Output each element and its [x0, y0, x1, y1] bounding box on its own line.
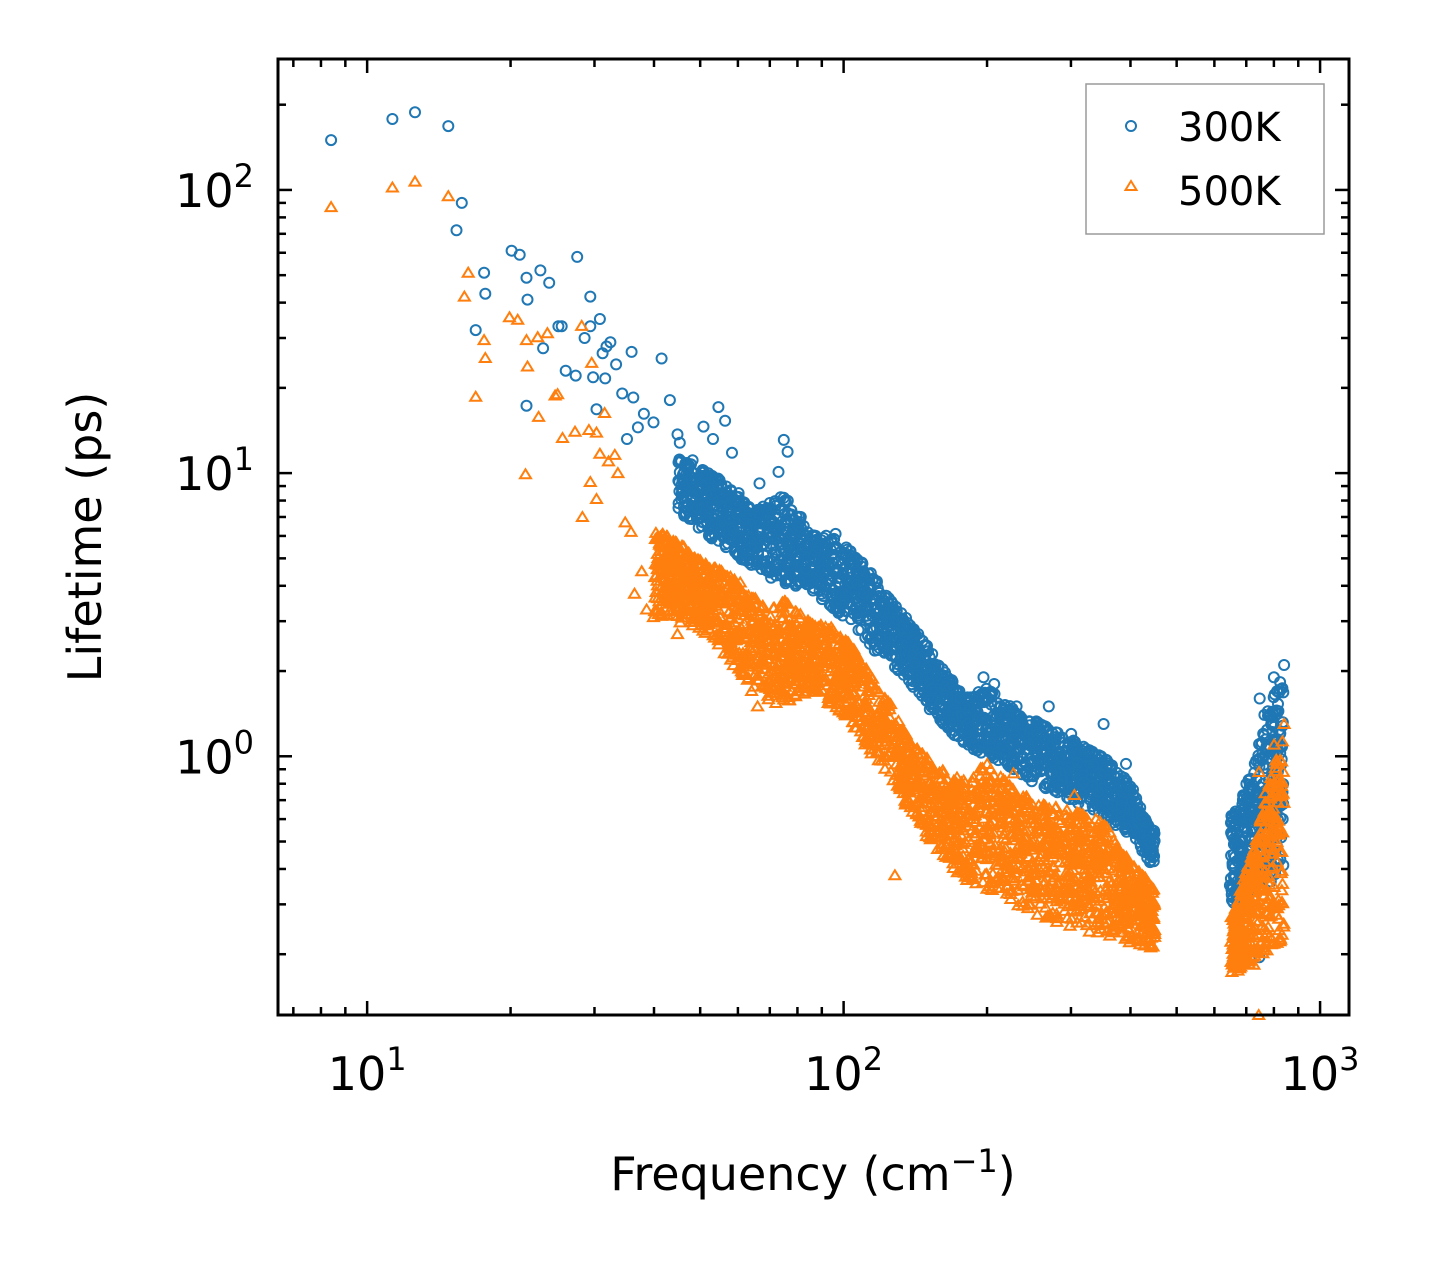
point-300k-cloud: [1252, 749, 1265, 762]
point-300k: [534, 264, 547, 277]
point-300k-cloud: [885, 595, 898, 608]
point-300k: [719, 414, 732, 427]
point-300k: [537, 342, 550, 355]
point-300k: [712, 401, 725, 414]
point-300k: [599, 372, 612, 385]
point-300k: [1253, 692, 1266, 705]
point-300k: [627, 391, 640, 404]
point-300k: [631, 421, 644, 434]
point-300k: [584, 290, 597, 303]
point-300k-cloud: [1120, 825, 1133, 838]
point-300k: [697, 420, 710, 433]
point-300k: [621, 433, 633, 445]
point-300k: [1120, 757, 1132, 770]
point-300k: [450, 224, 463, 237]
point-300k: [520, 399, 533, 412]
point-300k: [1042, 700, 1055, 713]
point-300k: [478, 266, 491, 279]
point-300k: [386, 113, 399, 125]
point-300k: [777, 433, 790, 446]
point-300k: [1097, 718, 1110, 730]
point-300k: [647, 416, 660, 429]
point-300k: [469, 324, 482, 337]
point-300k-cloud: [815, 576, 828, 589]
point-300k-cloud: [922, 668, 935, 681]
point-300k: [409, 106, 421, 119]
point-300k: [616, 387, 629, 400]
point-300k-cloud: [764, 566, 777, 579]
point-300k: [610, 358, 623, 371]
point-300k: [590, 403, 603, 416]
point-300k: [513, 248, 526, 261]
point-300k: [325, 134, 338, 147]
point-300k: [543, 276, 556, 289]
point-300k-cloud: [1267, 691, 1280, 704]
point-300k: [707, 433, 719, 445]
point-300k: [571, 250, 584, 263]
point-300k-cloud: [763, 497, 776, 509]
point-300k-cloud: [1263, 710, 1276, 723]
point-300k: [520, 271, 533, 284]
point-300k-cloud: [1038, 720, 1051, 733]
point-300k-cloud: [1253, 738, 1266, 751]
point-300k: [1278, 659, 1291, 671]
point-300k-cloud: [992, 726, 1005, 739]
point-300k: [977, 671, 990, 684]
point-300k-cloud: [892, 664, 905, 677]
point-300k: [559, 364, 572, 377]
point-300k-cloud: [852, 624, 865, 636]
point-300k: [772, 465, 785, 478]
point-300k: [593, 313, 606, 325]
point-300k: [587, 371, 600, 384]
point-300k: [479, 287, 492, 300]
data-points-layer: [323, 106, 1292, 1020]
point-300k-cloud: [703, 528, 716, 541]
point-300k-cloud: [763, 560, 776, 573]
point-300k: [569, 369, 582, 382]
point-300k: [781, 445, 794, 458]
point-300k: [625, 345, 638, 358]
point-300k: [637, 407, 650, 420]
point-300k: [726, 446, 738, 459]
point-300k: [753, 477, 766, 490]
point-300k: [455, 196, 468, 209]
point-300k-cloud: [1038, 780, 1051, 793]
point-300k: [442, 120, 455, 133]
point-300k-cloud: [862, 614, 875, 627]
point-300k: [663, 394, 676, 407]
point-300k: [521, 293, 534, 306]
point-300k: [578, 332, 591, 344]
point-300k: [655, 352, 668, 365]
